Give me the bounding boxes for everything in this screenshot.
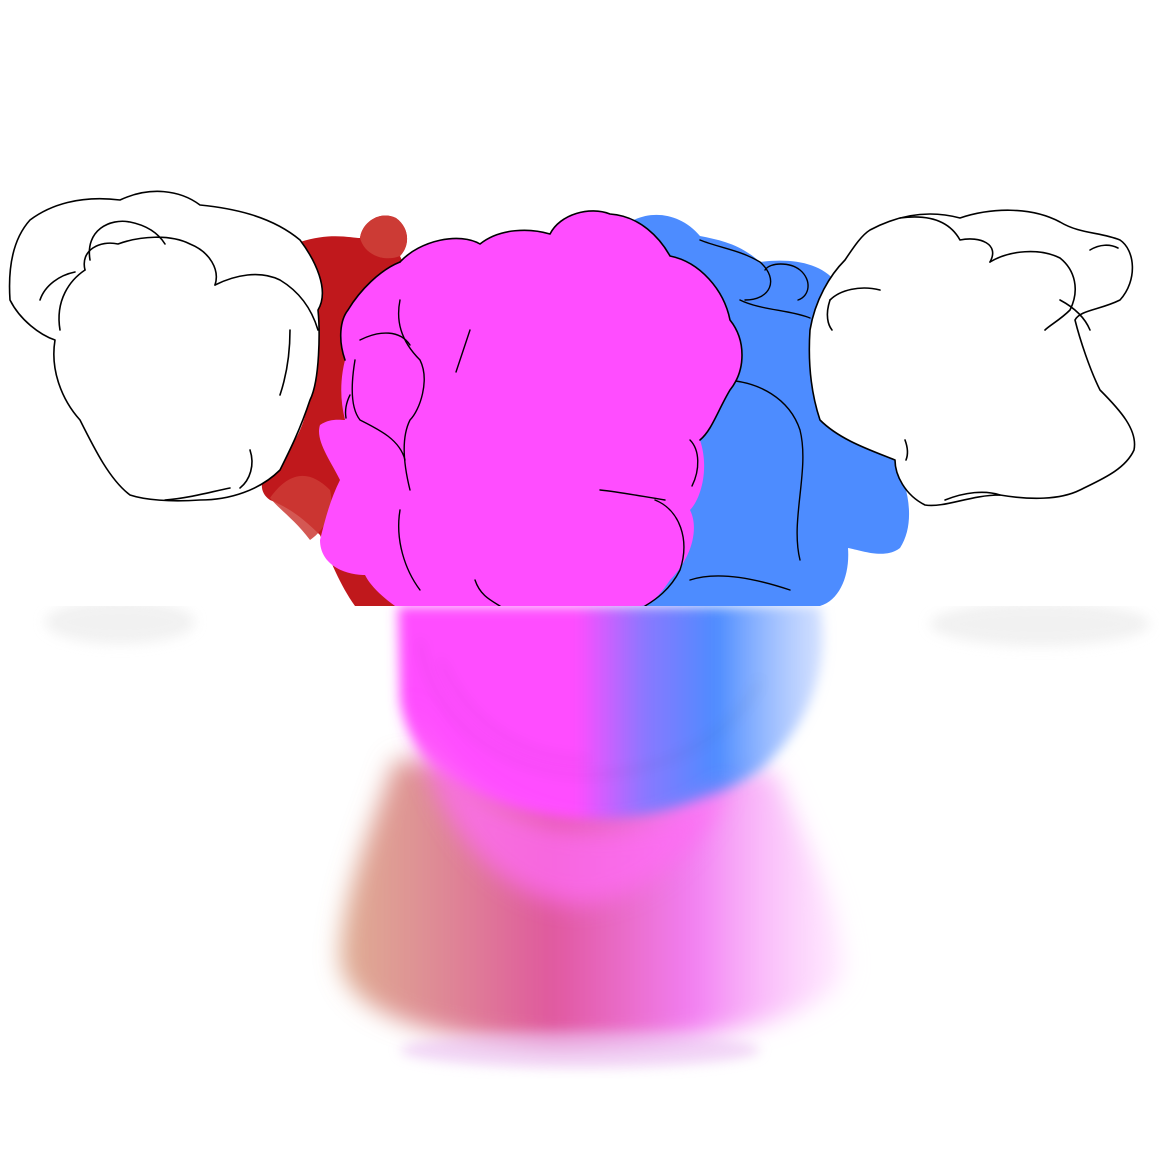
stalk-base-rim [400, 1032, 760, 1068]
blurred-stalk [45, 606, 1150, 1068]
right-white-contour-4 [826, 299, 833, 331]
left-white-contour-7 [39, 271, 76, 301]
magenta-contour-3 [455, 329, 471, 373]
blue-domain-contour-5 [764, 263, 809, 301]
blue-domain-contour-1 [699, 239, 772, 301]
magenta-contour-5 [398, 509, 421, 591]
upper-domains [8, 190, 1136, 606]
center-magenta-domain [319, 210, 742, 606]
right-white-contour-3 [829, 287, 881, 301]
right-white-domain [808, 209, 1136, 507]
left-red-domain-highlight [360, 215, 408, 259]
blue-domain-contour-4 [689, 575, 791, 591]
magenta-contour-10 [644, 499, 685, 606]
left-white-contour-3 [214, 273, 319, 331]
magenta-contour-9 [344, 394, 351, 419]
magenta-contour-4 [397, 299, 425, 491]
magenta-contour-7 [474, 579, 501, 606]
right-white-contour-8 [1089, 244, 1119, 251]
right-white-contour-2 [989, 250, 1076, 331]
right-white-contour-7 [944, 491, 1001, 501]
head-rim-line-2 [439, 659, 591, 761]
right-white-contour-6 [1059, 299, 1091, 331]
left-white-contour-8 [164, 487, 231, 501]
magenta-contour-1 [359, 332, 411, 346]
right-white-contour-1 [899, 216, 994, 263]
magenta-contour-6 [599, 489, 666, 501]
left-white-contour-6 [239, 449, 253, 489]
left-white-contour-1 [88, 220, 166, 261]
magenta-contour-8 [689, 439, 699, 487]
blue-domain-contour-2 [739, 299, 811, 319]
magenta-outline-top [399, 210, 743, 441]
blue-domain-contour-3 [719, 379, 804, 561]
blurred-head [398, 606, 823, 820]
left-red-domain-lower-highlight [270, 475, 332, 540]
left-faint-smudge [45, 606, 195, 644]
right-faint-smudge [930, 606, 1150, 646]
right-white-contour-5 [904, 439, 909, 461]
magenta-contour-2 [351, 359, 406, 461]
magenta-outline-left [339, 261, 401, 361]
blurred-head-lower [410, 700, 730, 905]
left-white-contour-4 [58, 269, 86, 331]
left-white-contour-2 [83, 236, 217, 286]
head-rim-line [419, 639, 761, 777]
left-white-domain [8, 190, 324, 502]
left-white-contour-5 [279, 329, 291, 396]
